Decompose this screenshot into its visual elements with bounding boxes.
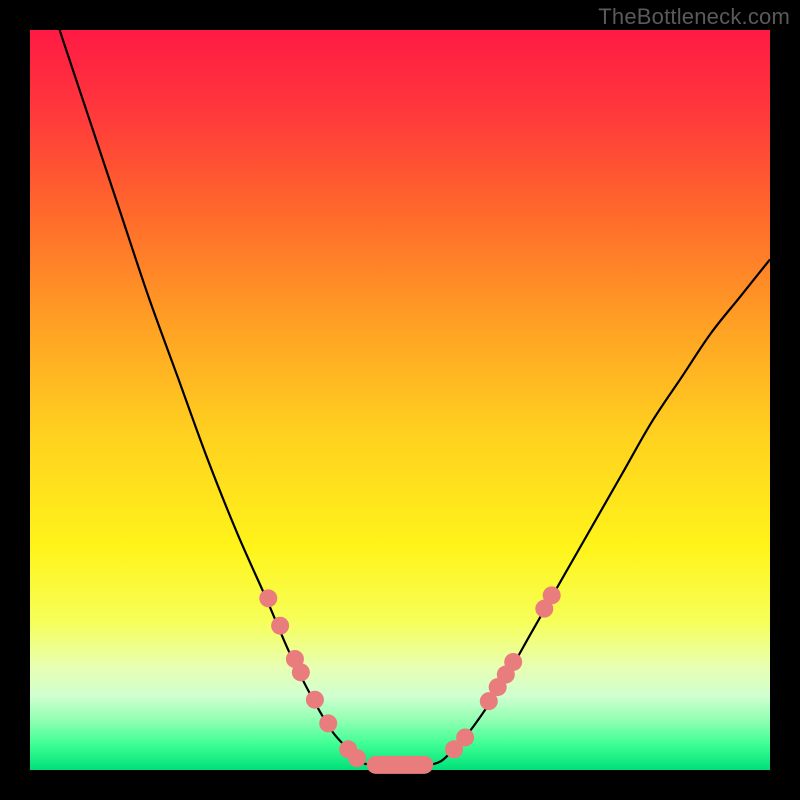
optimal-range-bar (367, 756, 434, 774)
data-marker (271, 617, 289, 635)
data-marker (504, 653, 522, 671)
bottleneck-chart (0, 0, 800, 800)
data-marker (306, 691, 324, 709)
data-marker (319, 714, 337, 732)
data-marker (456, 728, 474, 746)
data-marker (348, 749, 366, 767)
plot-area-gradient (30, 30, 770, 770)
data-marker (292, 663, 310, 681)
watermark-text: TheBottleneck.com (598, 4, 790, 30)
data-marker (543, 586, 561, 604)
data-marker (259, 589, 277, 607)
